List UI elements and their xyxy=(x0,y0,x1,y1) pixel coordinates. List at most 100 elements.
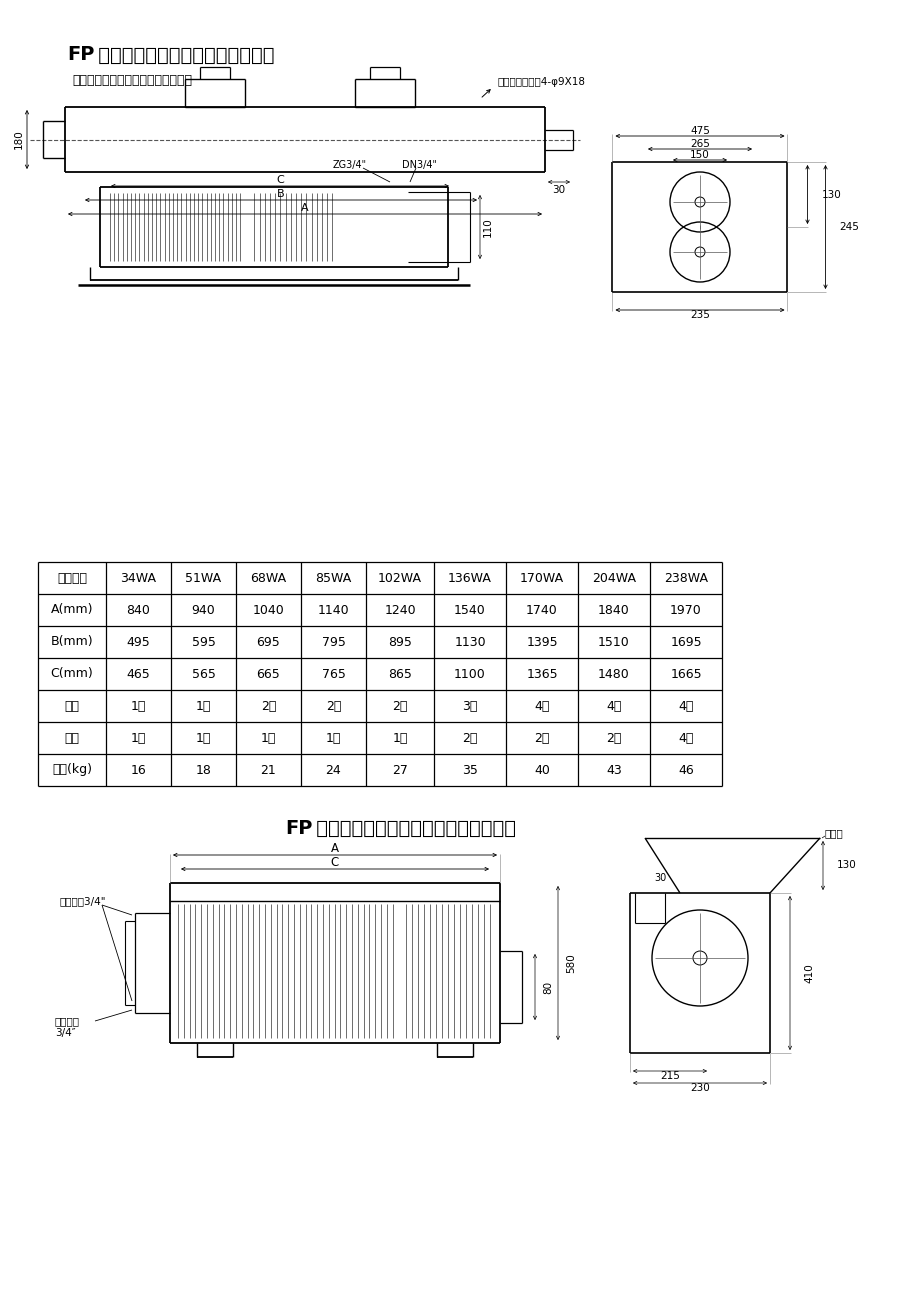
Text: 180: 180 xyxy=(14,130,24,150)
Text: 系列暗装风机盘管外型及安装尺寸: 系列暗装风机盘管外型及安装尺寸 xyxy=(92,46,274,65)
Text: 1只: 1只 xyxy=(130,732,146,745)
Text: 1970: 1970 xyxy=(669,604,701,617)
Text: 2只: 2只 xyxy=(462,732,477,745)
Text: 136WA: 136WA xyxy=(448,572,492,585)
Text: 665: 665 xyxy=(256,668,280,681)
Text: 1只: 1只 xyxy=(196,732,211,745)
Text: 3只: 3只 xyxy=(462,699,477,712)
Text: 765: 765 xyxy=(322,668,345,681)
Text: 风机: 风机 xyxy=(64,699,79,712)
Text: 34WA: 34WA xyxy=(120,572,156,585)
Text: C(mm): C(mm) xyxy=(51,668,93,681)
Text: 1395: 1395 xyxy=(526,635,557,648)
Text: 21: 21 xyxy=(260,763,276,776)
Text: 放气阀: 放气阀 xyxy=(824,828,843,838)
Text: DN3/4": DN3/4" xyxy=(403,160,437,171)
Text: 51WA: 51WA xyxy=(186,572,221,585)
Text: 1100: 1100 xyxy=(454,668,485,681)
Text: 1只: 1只 xyxy=(196,699,211,712)
Text: 16: 16 xyxy=(130,763,146,776)
Text: 27: 27 xyxy=(391,763,407,776)
Text: 30: 30 xyxy=(653,874,665,883)
Text: 30: 30 xyxy=(551,185,565,195)
Text: 215: 215 xyxy=(659,1072,679,1081)
Text: 4只: 4只 xyxy=(677,699,693,712)
Text: A(mm): A(mm) xyxy=(51,604,93,617)
Text: FP: FP xyxy=(285,819,312,837)
Text: 1540: 1540 xyxy=(454,604,485,617)
Text: 265: 265 xyxy=(689,139,709,148)
Text: 230: 230 xyxy=(689,1083,709,1092)
Text: 204WA: 204WA xyxy=(591,572,635,585)
Text: 43: 43 xyxy=(606,763,621,776)
Text: A: A xyxy=(331,842,338,855)
Text: FP: FP xyxy=(67,46,95,65)
Text: 130: 130 xyxy=(821,190,840,199)
Text: 1510: 1510 xyxy=(597,635,630,648)
Text: 进出水管3/4": 进出水管3/4" xyxy=(60,896,107,906)
Text: 410: 410 xyxy=(803,963,813,983)
Text: 1665: 1665 xyxy=(669,668,701,681)
Text: 695: 695 xyxy=(256,635,280,648)
Text: 865: 865 xyxy=(388,668,412,681)
Text: 2只: 2只 xyxy=(606,732,621,745)
Text: 略重(kg): 略重(kg) xyxy=(52,763,92,776)
Text: 1130: 1130 xyxy=(454,635,485,648)
Text: 1840: 1840 xyxy=(597,604,630,617)
Text: A: A xyxy=(301,203,309,214)
Text: C: C xyxy=(331,857,339,870)
Text: 4只: 4只 xyxy=(534,699,549,712)
Text: 130: 130 xyxy=(836,861,856,871)
Text: 110: 110 xyxy=(482,217,493,237)
Text: 2只: 2只 xyxy=(325,699,341,712)
Text: 170WA: 170WA xyxy=(519,572,563,585)
Text: （请在订货时注明出风及回风形式）: （请在订货时注明出风及回风形式） xyxy=(72,73,192,86)
Text: 2只: 2只 xyxy=(391,699,407,712)
Text: 68WA: 68WA xyxy=(250,572,286,585)
Text: ZG3/4": ZG3/4" xyxy=(333,160,367,171)
Text: 475: 475 xyxy=(689,126,709,135)
Text: 1只: 1只 xyxy=(260,732,276,745)
Text: 1740: 1740 xyxy=(526,604,557,617)
Text: 495: 495 xyxy=(127,635,150,648)
Text: 2只: 2只 xyxy=(534,732,549,745)
Text: 85WA: 85WA xyxy=(315,572,351,585)
Text: 电机: 电机 xyxy=(64,732,79,745)
Text: 1695: 1695 xyxy=(669,635,701,648)
Text: 40: 40 xyxy=(534,763,550,776)
Text: 465: 465 xyxy=(127,668,150,681)
Text: 吸孔（减震垫）4-φ9X18: 吸孔（减震垫）4-φ9X18 xyxy=(497,77,585,87)
Text: 565: 565 xyxy=(191,668,215,681)
Text: 1140: 1140 xyxy=(317,604,349,617)
Text: 80: 80 xyxy=(542,980,552,993)
Text: B(mm): B(mm) xyxy=(51,635,93,648)
Text: 3/4″: 3/4″ xyxy=(55,1029,75,1038)
Text: 46: 46 xyxy=(677,763,693,776)
Text: 580: 580 xyxy=(565,953,575,973)
Text: 1只: 1只 xyxy=(325,732,341,745)
Text: 1只: 1只 xyxy=(391,732,407,745)
Text: C: C xyxy=(276,174,284,185)
Text: 1480: 1480 xyxy=(597,668,630,681)
Text: 4只: 4只 xyxy=(677,732,693,745)
Text: 795: 795 xyxy=(322,635,345,648)
Text: 1只: 1只 xyxy=(130,699,146,712)
Text: 1240: 1240 xyxy=(384,604,415,617)
Text: B: B xyxy=(277,189,285,199)
Text: 102WA: 102WA xyxy=(378,572,422,585)
Text: 235: 235 xyxy=(689,310,709,320)
Text: 1365: 1365 xyxy=(526,668,557,681)
Text: 35: 35 xyxy=(461,763,477,776)
Text: 1040: 1040 xyxy=(253,604,284,617)
Text: 系列立式暗装风机盘管外型及安装尺寸: 系列立式暗装风机盘管外型及安装尺寸 xyxy=(310,819,516,837)
Text: 595: 595 xyxy=(191,635,215,648)
Text: 245: 245 xyxy=(839,223,858,232)
Text: 940: 940 xyxy=(191,604,215,617)
Text: 24: 24 xyxy=(325,763,341,776)
Text: 18: 18 xyxy=(196,763,211,776)
Text: 4只: 4只 xyxy=(606,699,621,712)
Text: 840: 840 xyxy=(127,604,151,617)
Text: 型号规格: 型号规格 xyxy=(57,572,87,585)
Text: 150: 150 xyxy=(689,150,709,160)
Text: 冷凝水管: 冷凝水管 xyxy=(55,1016,80,1026)
